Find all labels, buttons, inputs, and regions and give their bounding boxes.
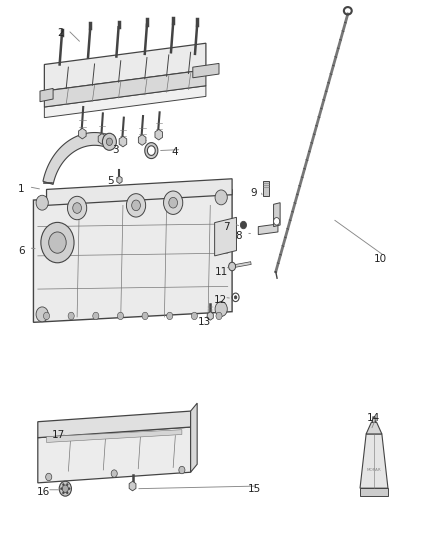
Text: 13: 13: [198, 317, 211, 327]
Circle shape: [46, 473, 52, 481]
Circle shape: [68, 488, 70, 490]
Circle shape: [67, 483, 68, 486]
Circle shape: [36, 307, 48, 322]
Text: 16: 16: [36, 488, 50, 497]
Circle shape: [240, 221, 247, 229]
Text: 9: 9: [251, 188, 257, 198]
Text: 4: 4: [171, 147, 177, 157]
Polygon shape: [263, 181, 269, 196]
Polygon shape: [366, 422, 382, 434]
Polygon shape: [360, 488, 388, 496]
Text: 7: 7: [223, 222, 230, 232]
Text: 3: 3: [112, 144, 119, 155]
Polygon shape: [40, 88, 53, 102]
Circle shape: [60, 488, 62, 490]
Circle shape: [169, 197, 177, 208]
Circle shape: [67, 492, 68, 494]
Circle shape: [127, 193, 146, 217]
Text: 12: 12: [214, 295, 227, 305]
Text: 17: 17: [52, 430, 65, 440]
Circle shape: [59, 481, 71, 496]
Circle shape: [117, 312, 124, 320]
Circle shape: [142, 312, 148, 320]
Text: 11: 11: [215, 267, 228, 277]
Text: 14: 14: [367, 413, 380, 423]
Circle shape: [167, 312, 173, 320]
Polygon shape: [44, 86, 206, 118]
Text: 15: 15: [247, 484, 261, 494]
Polygon shape: [44, 43, 206, 91]
Polygon shape: [46, 179, 232, 205]
Text: 1: 1: [18, 184, 25, 195]
Circle shape: [41, 222, 74, 263]
Circle shape: [63, 483, 64, 486]
Circle shape: [93, 312, 99, 320]
Circle shape: [68, 312, 74, 320]
Text: 8: 8: [236, 231, 242, 241]
Polygon shape: [360, 434, 388, 488]
Polygon shape: [191, 403, 197, 472]
Text: 2: 2: [57, 28, 64, 38]
Circle shape: [132, 200, 141, 211]
Circle shape: [179, 466, 185, 474]
Circle shape: [191, 312, 198, 320]
Circle shape: [234, 296, 237, 299]
Polygon shape: [43, 133, 111, 184]
Polygon shape: [258, 224, 278, 235]
Polygon shape: [193, 63, 219, 78]
Polygon shape: [38, 411, 191, 438]
Circle shape: [63, 492, 64, 494]
Circle shape: [106, 138, 113, 146]
Circle shape: [36, 195, 48, 210]
Text: 5: 5: [108, 176, 114, 187]
Circle shape: [49, 232, 66, 253]
Polygon shape: [215, 217, 237, 256]
Polygon shape: [44, 70, 206, 107]
Circle shape: [102, 133, 117, 150]
Circle shape: [73, 203, 81, 213]
Circle shape: [216, 312, 222, 320]
Circle shape: [274, 217, 280, 225]
Circle shape: [215, 302, 227, 317]
Circle shape: [163, 191, 183, 214]
Circle shape: [62, 485, 68, 492]
Polygon shape: [274, 203, 280, 227]
Text: 6: 6: [18, 246, 25, 255]
Circle shape: [215, 190, 227, 205]
Polygon shape: [33, 189, 232, 322]
Text: 10: 10: [374, 254, 387, 263]
Circle shape: [67, 196, 87, 220]
Polygon shape: [38, 427, 191, 483]
Text: MOPAR: MOPAR: [367, 467, 381, 472]
Polygon shape: [46, 430, 182, 442]
Circle shape: [111, 470, 117, 477]
Circle shape: [43, 312, 49, 320]
Circle shape: [229, 262, 236, 271]
